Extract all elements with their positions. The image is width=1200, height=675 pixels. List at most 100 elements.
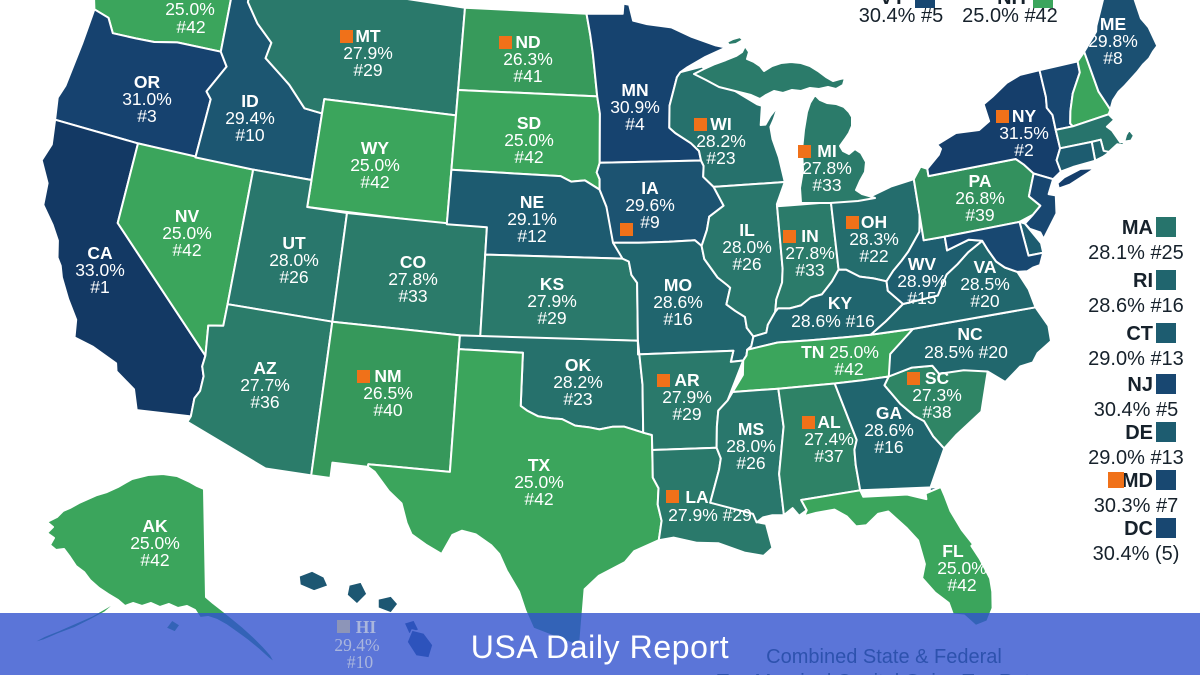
svg-text:25.0%: 25.0% <box>165 0 215 19</box>
svg-text:CT: CT <box>1126 323 1153 345</box>
svg-text:IA: IA <box>641 178 659 198</box>
svg-text:LA: LA <box>685 487 709 507</box>
svg-text:27.7%: 27.7% <box>240 375 290 395</box>
svg-text:28.1% #25: 28.1% #25 <box>1088 242 1184 264</box>
svg-text:PA: PA <box>968 171 991 191</box>
svg-text:26.8%: 26.8% <box>955 188 1005 208</box>
svg-text:#42: #42 <box>172 240 201 260</box>
svg-text:KS: KS <box>540 274 564 294</box>
svg-text:25.0%: 25.0% <box>350 155 400 175</box>
svg-text:30.9%: 30.9% <box>610 97 660 117</box>
svg-text:27.3%: 27.3% <box>912 385 962 405</box>
svg-text:NM: NM <box>374 366 401 386</box>
svg-text:MO: MO <box>664 275 692 295</box>
svg-text:#42: #42 <box>514 147 543 167</box>
svg-text:#1: #1 <box>90 277 109 297</box>
svg-text:NH: NH <box>997 0 1026 9</box>
svg-text:29.0% #13: 29.0% #13 <box>1088 447 1184 469</box>
svg-text:DC: DC <box>1124 518 1153 540</box>
svg-text:MI: MI <box>817 141 836 161</box>
svg-text:#10: #10 <box>235 125 264 145</box>
svg-text:31.5%: 31.5% <box>999 123 1049 143</box>
svg-text:TX: TX <box>528 455 551 475</box>
svg-text:#12: #12 <box>517 226 546 246</box>
svg-text:AR: AR <box>674 370 700 390</box>
svg-text:OR: OR <box>134 72 161 92</box>
svg-text:#3: #3 <box>137 106 156 126</box>
svg-text:#42: #42 <box>140 550 169 570</box>
svg-text:#36: #36 <box>250 392 279 412</box>
svg-text:27.9%: 27.9% <box>662 387 712 407</box>
svg-text:#10: #10 <box>347 652 374 672</box>
svg-text:UT: UT <box>282 233 306 253</box>
svg-text:25.0%: 25.0% <box>504 130 554 150</box>
svg-text:25.0%: 25.0% <box>937 558 987 578</box>
svg-text:Top Marginal Capital Gains Tax: Top Marginal Capital Gains Tax Rates <box>717 671 1051 675</box>
svg-text:#29: #29 <box>537 308 566 328</box>
svg-text:#42: #42 <box>524 489 553 509</box>
svg-text:28.0%: 28.0% <box>722 237 772 257</box>
svg-text:IN: IN <box>801 226 819 246</box>
svg-text:OH: OH <box>861 212 887 232</box>
svg-text:NV: NV <box>175 206 200 226</box>
svg-text:#33: #33 <box>398 286 427 306</box>
svg-text:NE: NE <box>520 192 544 212</box>
svg-text:SC: SC <box>925 368 950 388</box>
svg-text:#37: #37 <box>814 446 843 466</box>
svg-text:#39: #39 <box>965 205 994 225</box>
svg-text:#16: #16 <box>663 309 692 329</box>
svg-text:28.5% #20: 28.5% #20 <box>924 342 1008 362</box>
svg-text:#15: #15 <box>907 288 936 308</box>
svg-text:#20: #20 <box>970 291 999 311</box>
svg-text:30.3% #7: 30.3% #7 <box>1094 495 1179 517</box>
svg-text:30.4% (5): 30.4% (5) <box>1093 543 1180 565</box>
svg-text:29.6%: 29.6% <box>625 195 675 215</box>
svg-text:28.6%: 28.6% <box>653 292 703 312</box>
svg-text:WY: WY <box>361 138 390 158</box>
svg-text:#26: #26 <box>736 453 765 473</box>
svg-text:TN 25.0%: TN 25.0% <box>801 342 879 362</box>
svg-text:27.8%: 27.8% <box>785 243 835 263</box>
svg-text:AZ: AZ <box>253 358 277 378</box>
svg-text:28.0%: 28.0% <box>269 250 319 270</box>
svg-text:NY: NY <box>1012 106 1037 126</box>
svg-text:DE: DE <box>1125 422 1153 444</box>
svg-text:27.9% #29: 27.9% #29 <box>668 505 752 525</box>
svg-text:#26: #26 <box>279 267 308 287</box>
svg-text:30.4% #5: 30.4% #5 <box>1094 399 1179 421</box>
svg-text:28.6%: 28.6% <box>864 420 914 440</box>
svg-text:27.9%: 27.9% <box>343 43 393 63</box>
svg-text:#40: #40 <box>373 400 402 420</box>
svg-text:28.6% #16: 28.6% #16 <box>791 311 875 331</box>
svg-text:HI: HI <box>356 617 377 637</box>
svg-text:#26: #26 <box>732 254 761 274</box>
svg-text:KY: KY <box>828 293 853 313</box>
svg-text:30.4% #5: 30.4% #5 <box>859 5 944 27</box>
svg-text:GA: GA <box>876 403 903 423</box>
svg-text:26.3%: 26.3% <box>503 49 553 69</box>
svg-text:MN: MN <box>621 80 648 100</box>
svg-text:#2: #2 <box>1014 140 1033 160</box>
svg-text:#42: #42 <box>360 172 389 192</box>
svg-text:29.4%: 29.4% <box>225 108 275 128</box>
svg-text:#33: #33 <box>812 175 841 195</box>
svg-text:NJ: NJ <box>1127 374 1153 396</box>
svg-text:29.1%: 29.1% <box>507 209 557 229</box>
svg-text:31.0%: 31.0% <box>122 89 172 109</box>
svg-text:25.0%: 25.0% <box>514 472 564 492</box>
svg-text:ND: ND <box>515 32 540 52</box>
svg-text:WI: WI <box>710 114 731 134</box>
svg-text:28.2%: 28.2% <box>696 131 746 151</box>
svg-text:#42: #42 <box>834 359 863 379</box>
svg-text:26.5%: 26.5% <box>363 383 413 403</box>
svg-text:28.0%: 28.0% <box>726 436 776 456</box>
svg-text:#42: #42 <box>947 575 976 595</box>
svg-text:27.4%: 27.4% <box>804 429 854 449</box>
svg-text:ME: ME <box>1100 14 1126 34</box>
svg-text:#42: #42 <box>176 17 205 37</box>
svg-text:28.2%: 28.2% <box>553 372 603 392</box>
svg-text:VT: VT <box>879 0 905 9</box>
svg-text:CA: CA <box>87 243 113 263</box>
svg-text:#23: #23 <box>563 389 592 409</box>
svg-text:AK: AK <box>142 516 168 536</box>
